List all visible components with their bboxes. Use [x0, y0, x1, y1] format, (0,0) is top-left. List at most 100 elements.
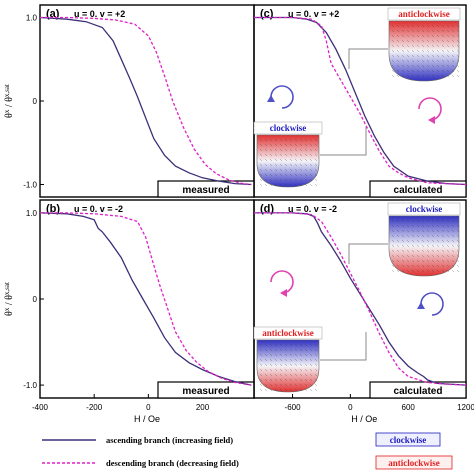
- spin-arrow: [426, 259, 430, 263]
- spin-arrow: [294, 388, 298, 392]
- spin-arrow: [264, 358, 268, 362]
- spin-arrow: [396, 229, 400, 233]
- spin-arrow: [309, 343, 313, 347]
- spin-arrow: [259, 148, 263, 152]
- spin-arrow: [451, 229, 455, 233]
- spin-arrow: [436, 264, 440, 268]
- spin-arrow: [314, 178, 318, 182]
- spin-arrow: [451, 269, 455, 273]
- spin-arrow: [396, 264, 400, 268]
- spin-arrow: [456, 64, 460, 68]
- spin-arrow: [396, 64, 400, 68]
- spin-arrow: [294, 173, 298, 177]
- spin-arrow: [456, 259, 460, 263]
- spin-arrow: [279, 173, 283, 177]
- spin-arrow: [431, 74, 435, 78]
- spin-arrow: [284, 173, 288, 177]
- spin-arrow: [416, 224, 420, 228]
- spin-arrow: [391, 269, 395, 273]
- spin-arrow: [284, 358, 288, 362]
- spin-arrow: [436, 249, 440, 253]
- spin-arrow: [279, 138, 283, 142]
- spin-arrow: [401, 244, 405, 248]
- spin-arrow: [436, 24, 440, 28]
- spin-arrow: [279, 343, 283, 347]
- spin-arrow: [456, 74, 460, 78]
- spin-arrow: [309, 158, 313, 162]
- spin-arrow: [456, 229, 460, 233]
- spin-arrow: [284, 183, 288, 187]
- spin-arrow: [314, 388, 318, 392]
- spin-arrow: [299, 353, 303, 357]
- arrowhead: [417, 302, 425, 309]
- spin-arrow: [426, 49, 430, 53]
- plot-frame: [39, 199, 255, 399]
- spin-arrow: [264, 163, 268, 167]
- spin-arrow: [406, 219, 410, 223]
- spin-arrow: [441, 39, 445, 43]
- spin-arrow: [274, 163, 278, 167]
- spin-arrow: [421, 74, 425, 78]
- spin-arrow: [431, 249, 435, 253]
- spin-arrow: [456, 39, 460, 43]
- spin-arrow: [314, 173, 318, 177]
- spin-arrow: [416, 69, 420, 73]
- spin-arrow: [391, 54, 395, 58]
- spin-arrow: [456, 29, 460, 33]
- spin-arrow: [314, 148, 318, 152]
- spin-arrow: [426, 74, 430, 78]
- spin-arrow: [314, 368, 318, 372]
- spin-arrow: [264, 138, 268, 142]
- spin-arrow: [436, 69, 440, 73]
- clockwise-legend-box: [375, 432, 441, 447]
- x-tick-label: -400: [32, 403, 49, 412]
- spin-arrow: [411, 54, 415, 58]
- spin-arrow: [304, 163, 308, 167]
- spin-arrow: [426, 234, 430, 238]
- spin-arrow: [416, 29, 420, 33]
- spin-arrow: [431, 44, 435, 48]
- spin-arrow: [446, 234, 450, 238]
- spin-arrow: [396, 239, 400, 243]
- x-tick-label: -200: [86, 403, 103, 412]
- spin-arrow: [411, 229, 415, 233]
- spin-arrow: [391, 224, 395, 228]
- spin-arrow: [426, 34, 430, 38]
- spin-arrow: [436, 254, 440, 258]
- spin-arrow: [441, 269, 445, 273]
- spin-arrow: [411, 239, 415, 243]
- spin-arrow: [441, 239, 445, 243]
- spin-arrow: [416, 229, 420, 233]
- spin-arrow: [264, 343, 268, 347]
- spin-arrow: [411, 29, 415, 33]
- spin-arrow: [274, 148, 278, 152]
- spin-arrow: [436, 44, 440, 48]
- arrowhead: [267, 95, 275, 102]
- spin-arrow: [309, 153, 313, 157]
- spin-arrow: [436, 64, 440, 68]
- spin-arrow: [421, 244, 425, 248]
- spin-arrow: [411, 269, 415, 273]
- spin-arrow: [396, 54, 400, 58]
- top-inset-label-box: [387, 202, 461, 216]
- spin-arrow: [416, 44, 420, 48]
- spin-arrow: [446, 224, 450, 228]
- spin-arrow: [451, 34, 455, 38]
- spin-arrow: [406, 24, 410, 28]
- spin-arrow: [431, 244, 435, 248]
- spin-arrow: [406, 249, 410, 253]
- spin-arrow: [304, 348, 308, 352]
- spin-arrow: [451, 44, 455, 48]
- x-tick-label: -600: [285, 403, 302, 412]
- spin-arrow: [314, 348, 318, 352]
- x-tick-label: 0: [348, 403, 353, 412]
- spin-arrow: [314, 138, 318, 142]
- arc: [270, 270, 294, 294]
- spin-arrow: [309, 358, 313, 362]
- spin-arrow: [421, 59, 425, 63]
- spin-arrow: [396, 59, 400, 63]
- spin-arrow: [309, 353, 313, 357]
- spin-arrow: [411, 74, 415, 78]
- spin-arrow: [441, 224, 445, 228]
- spin-arrow: [416, 59, 420, 63]
